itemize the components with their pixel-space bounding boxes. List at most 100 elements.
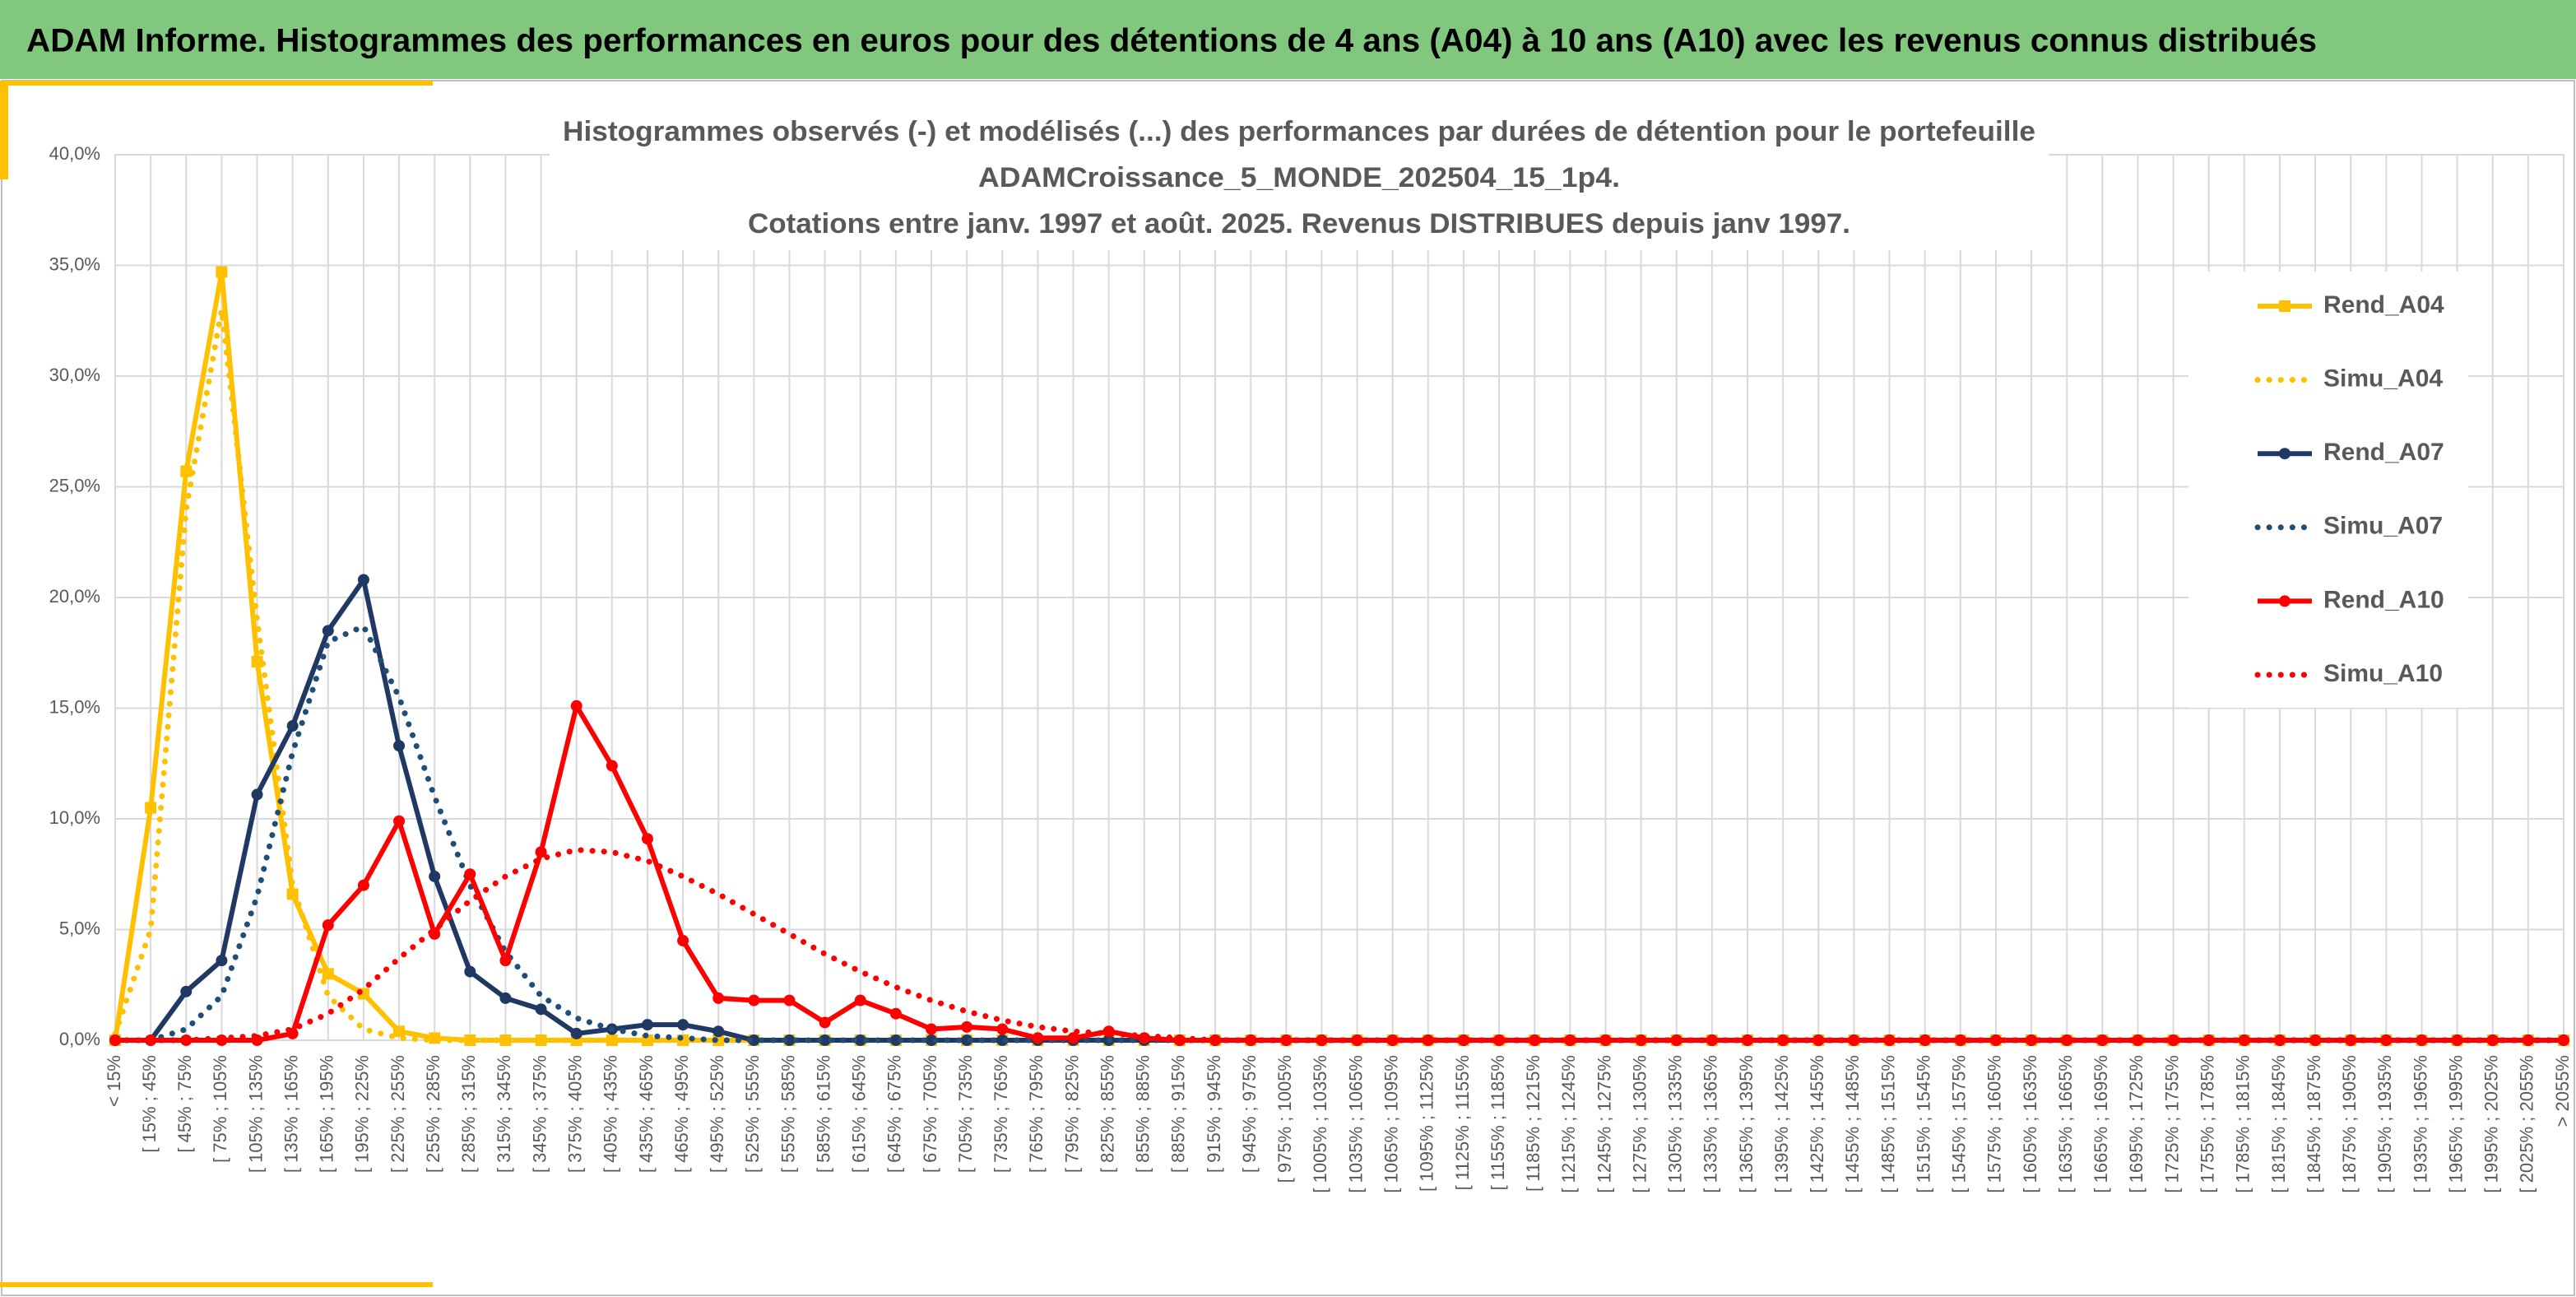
x-tick-label: [ 345% ; 375% bbox=[529, 1055, 550, 1173]
series-line bbox=[115, 703, 2564, 1043]
x-tick-label: [ 1245% ; 1275% bbox=[1594, 1055, 1614, 1193]
x-tick-label: [ 2025% ; 2055% bbox=[2517, 1055, 2537, 1193]
x-tick-label: [ 825% ; 855% bbox=[1097, 1055, 1117, 1173]
marker bbox=[854, 994, 866, 1006]
title-box bbox=[550, 105, 2049, 250]
marker bbox=[1635, 1034, 1647, 1046]
y-tick-label: 40,0% bbox=[49, 143, 100, 164]
x-tick-label: [ 1515% ; 1545% bbox=[1913, 1055, 1933, 1193]
marker bbox=[2132, 1034, 2144, 1046]
x-tick-label: [ 1155% ; 1185% bbox=[1488, 1055, 1508, 1190]
marker bbox=[357, 574, 369, 586]
x-tick-label: [ 1755% ; 1785% bbox=[2198, 1055, 2218, 1193]
x-tick-label: [ 1575% ; 1605% bbox=[1984, 1055, 2005, 1193]
marker bbox=[2096, 1034, 2109, 1046]
y-tick-label: 20,0% bbox=[49, 586, 100, 607]
x-tick-label: [ 1035% ; 1065% bbox=[1345, 1055, 1366, 1193]
x-tick-label: [ 1845% ; 1875% bbox=[2304, 1055, 2324, 1193]
x-tick-label: [ 1365% ; 1395% bbox=[1736, 1055, 1757, 1193]
x-tick-label: [ 1665% ; 1695% bbox=[2091, 1055, 2111, 1193]
x-tick-label: [ 1935% ; 1965% bbox=[2410, 1055, 2430, 1193]
marker bbox=[961, 1020, 973, 1033]
marker bbox=[535, 846, 547, 858]
x-tick-label: [ 1605% ; 1635% bbox=[2020, 1055, 2040, 1193]
marker bbox=[2061, 1034, 2073, 1046]
marker bbox=[2202, 1034, 2215, 1046]
grid: 0,0% 5,0% 10,0% 15,0% 20,0% 25,0% 30,0% 35,0% 40… bbox=[49, 143, 2573, 1193]
legend-marker bbox=[2279, 448, 2291, 460]
y-tick-label: 35,0% bbox=[49, 253, 100, 274]
x-tick-label: [ 945% ; 975% bbox=[1239, 1055, 1260, 1173]
x-tick-label: [ 1215% ; 1245% bbox=[1558, 1055, 1579, 1193]
marker bbox=[1457, 1034, 1469, 1046]
chart-title: Cotations entre janv. 1997 et août. 2025… bbox=[748, 208, 1850, 239]
chart-frame bbox=[1, 80, 2575, 1296]
legend-label: Simu_A07 bbox=[2323, 513, 2443, 540]
x-tick-label: [ 1725% ; 1755% bbox=[2161, 1055, 2182, 1193]
chart-title: Histogrammes observés (-) et modélisés (… bbox=[563, 116, 2035, 147]
x-tick-label: [ 195% ; 225% bbox=[352, 1055, 373, 1173]
x-tick-label: [ 555% ; 585% bbox=[777, 1055, 798, 1173]
x-tick-label: [ 405% ; 435% bbox=[601, 1055, 621, 1173]
legend-label: Rend_A07 bbox=[2323, 439, 2444, 466]
marker bbox=[926, 1023, 937, 1035]
x-tick-label: [ 1095% ; 1125% bbox=[1417, 1055, 1437, 1192]
chart-title: ADAMCroissance_5_MONDE_202504_15_1p4. bbox=[978, 162, 1620, 193]
marker bbox=[2026, 1034, 2038, 1046]
legend-label: Rend_A04 bbox=[2323, 291, 2444, 318]
header-title: ADAM Informe. Histogrammes des performan… bbox=[26, 23, 2317, 59]
marker bbox=[499, 955, 512, 967]
x-tick-label: [ 975% ; 1005% bbox=[1274, 1055, 1295, 1183]
x-tick-label: [ 225% ; 255% bbox=[388, 1055, 408, 1173]
marker bbox=[712, 1025, 725, 1038]
marker bbox=[2167, 1034, 2179, 1046]
x-tick-label: [ 1395% ; 1425% bbox=[1771, 1055, 1792, 1193]
marker bbox=[180, 465, 193, 477]
x-tick-label: [ 1695% ; 1725% bbox=[2126, 1055, 2147, 1193]
x-tick-label: [ 75% ; 105% bbox=[210, 1055, 230, 1163]
plot bbox=[109, 266, 2569, 1046]
marker bbox=[322, 919, 334, 932]
marker bbox=[677, 1019, 689, 1031]
marker bbox=[783, 994, 796, 1006]
x-tick-label: [ 285% ; 315% bbox=[458, 1055, 479, 1173]
x-tick-label: [ 915% ; 945% bbox=[1204, 1055, 1224, 1173]
x-tick-label: [ 855% ; 885% bbox=[1133, 1055, 1153, 1173]
y-tick-label: 0,0% bbox=[59, 1029, 100, 1049]
y-tick-label: 5,0% bbox=[59, 918, 100, 938]
marker bbox=[1529, 1034, 1541, 1046]
x-tick-label: [ 1905% ; 1935% bbox=[2374, 1055, 2395, 1193]
marker bbox=[641, 833, 653, 845]
legend-label: Simu_A10 bbox=[2323, 660, 2443, 687]
x-tick-label: [ 615% ; 645% bbox=[849, 1055, 870, 1173]
y-tick-label: 15,0% bbox=[49, 696, 100, 717]
marker bbox=[393, 740, 406, 752]
marker bbox=[819, 1016, 831, 1029]
marker bbox=[677, 934, 689, 946]
marker bbox=[180, 985, 193, 997]
x-tick-label: [ 795% ; 825% bbox=[1061, 1055, 1082, 1173]
y-tick-label: 25,0% bbox=[49, 475, 100, 495]
x-tick-label: [ 165% ; 195% bbox=[317, 1055, 337, 1173]
marker bbox=[322, 968, 334, 980]
marker bbox=[322, 625, 334, 637]
y-tick-label: 30,0% bbox=[49, 365, 100, 385]
marker bbox=[393, 815, 406, 827]
marker bbox=[2238, 1034, 2250, 1046]
x-tick-label: [ 1815% ; 1845% bbox=[2268, 1055, 2289, 1193]
x-tick-label: < 15% bbox=[104, 1055, 124, 1107]
x-tick-label: [ 1455% ; 1485% bbox=[1842, 1055, 1863, 1193]
x-tick-label: [ 525% ; 555% bbox=[742, 1055, 763, 1173]
marker bbox=[1493, 1034, 1506, 1046]
legend: Rend_A04 Simu_A04 Rend_A07 Simu_A07 Rend_A10… bbox=[2188, 272, 2468, 708]
x-tick-label: [ 375% ; 405% bbox=[565, 1055, 586, 1173]
marker bbox=[1032, 1032, 1044, 1044]
marker bbox=[216, 266, 228, 278]
marker bbox=[1422, 1034, 1434, 1046]
marker bbox=[783, 1034, 796, 1046]
x-tick-label: [ 465% ; 495% bbox=[671, 1055, 692, 1173]
x-tick-label: [ 435% ; 465% bbox=[636, 1055, 657, 1173]
marker bbox=[464, 965, 476, 978]
x-tick-label: [ 675% ; 705% bbox=[920, 1055, 940, 1173]
